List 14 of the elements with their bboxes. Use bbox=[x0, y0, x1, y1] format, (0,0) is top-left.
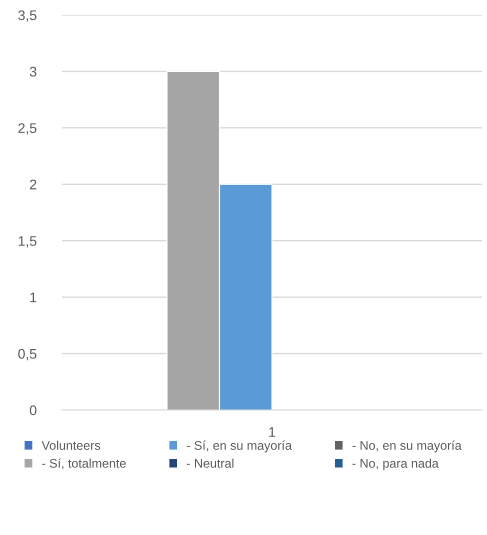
y-tick-label: 3,5 bbox=[18, 10, 36, 22]
legend-label: - No, en su mayoría bbox=[352, 440, 462, 452]
legend-label: - Sí, en su mayoría bbox=[186, 440, 292, 452]
y-tick-label: 3 bbox=[30, 66, 36, 77]
y-tick-label: 0,5 bbox=[18, 348, 36, 360]
legend-label: - Neutral bbox=[186, 458, 234, 468]
y-tick-label: 2 bbox=[30, 180, 36, 190]
y-tick-label: 1 bbox=[30, 292, 36, 302]
legend-label: - Sí, totalmente bbox=[42, 458, 126, 470]
y-tick-label: 2,5 bbox=[18, 123, 36, 135]
legend-label: - No, para nada bbox=[352, 458, 439, 470]
y-tick-label: 1,5 bbox=[18, 236, 36, 248]
y-tick-label: 0 bbox=[30, 405, 36, 416]
legend-label: Volunteers bbox=[42, 440, 100, 450]
